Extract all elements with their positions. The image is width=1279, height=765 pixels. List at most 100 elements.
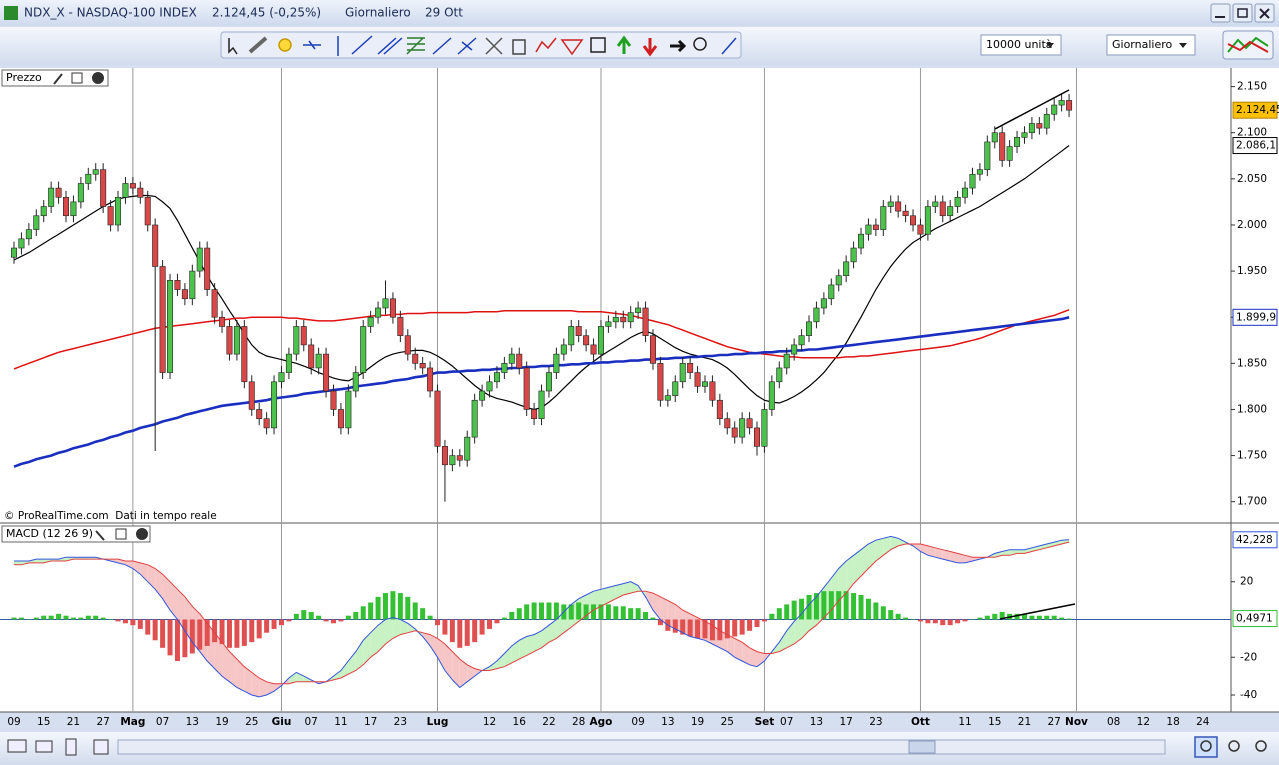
candle-body bbox=[40, 206, 47, 217]
histogram-bar bbox=[152, 619, 158, 641]
macd-fill bbox=[296, 672, 304, 682]
candle-body bbox=[947, 206, 954, 217]
tool-text[interactable] bbox=[590, 37, 606, 53]
chart-area bbox=[0, 68, 1279, 712]
restore-button[interactable] bbox=[1232, 3, 1253, 23]
tool-alert[interactable] bbox=[278, 38, 292, 52]
value-label: 0,4971 bbox=[1236, 613, 1273, 625]
macd-fill bbox=[838, 560, 847, 601]
timeframe-value: Giornaliero bbox=[1112, 38, 1173, 51]
macd-fill bbox=[422, 632, 431, 646]
histogram-bar bbox=[873, 602, 879, 620]
tool-fibonacci[interactable] bbox=[406, 37, 425, 55]
x-tick-label: 13 bbox=[810, 716, 823, 728]
zoom-in[interactable] bbox=[1255, 740, 1267, 752]
minimize-button[interactable] bbox=[1210, 3, 1231, 23]
candle-body bbox=[753, 427, 760, 447]
histogram-bar bbox=[256, 619, 262, 639]
tool-channel[interactable] bbox=[377, 37, 403, 55]
candle-body bbox=[18, 238, 25, 249]
histogram-bar bbox=[435, 619, 441, 626]
candle-body bbox=[479, 390, 486, 401]
tool-pointer[interactable] bbox=[228, 38, 238, 55]
tool-delete-pin[interactable] bbox=[485, 37, 503, 55]
candle-body bbox=[791, 344, 798, 355]
macd-fill bbox=[496, 653, 505, 669]
tool-trash[interactable] bbox=[512, 39, 526, 55]
tool-polyline[interactable] bbox=[535, 37, 557, 53]
plot-data bbox=[11, 93, 1073, 698]
tool-trend[interactable] bbox=[351, 35, 373, 55]
tool-hline[interactable] bbox=[303, 40, 321, 50]
histogram-bar bbox=[1051, 615, 1057, 620]
histogram-bar bbox=[383, 593, 388, 620]
zoom-auto[interactable] bbox=[1194, 736, 1218, 758]
candle-body bbox=[910, 215, 917, 226]
histogram-bar bbox=[687, 619, 693, 637]
tool-exit[interactable] bbox=[670, 39, 687, 53]
macd-fill bbox=[1061, 539, 1070, 544]
histogram-bar bbox=[63, 615, 69, 620]
macd-fill bbox=[348, 651, 356, 675]
candle-body bbox=[768, 381, 775, 410]
candle-body bbox=[397, 316, 404, 336]
close-icon[interactable] bbox=[92, 72, 104, 84]
tool-triangle[interactable] bbox=[560, 39, 584, 56]
candle-body bbox=[969, 173, 976, 189]
histogram-bar bbox=[576, 602, 582, 620]
maximize-icon[interactable] bbox=[71, 72, 83, 84]
histogram-bar bbox=[1044, 615, 1050, 620]
candle-body bbox=[486, 381, 493, 392]
histogram-bar bbox=[969, 619, 975, 620]
x-tick-label: Ott bbox=[911, 716, 930, 728]
tool-buy[interactable] bbox=[616, 35, 632, 54]
histogram-bar bbox=[910, 619, 916, 620]
scrollbar[interactable] bbox=[117, 739, 1166, 755]
tool-zoom[interactable] bbox=[693, 37, 707, 51]
scroll-thumb[interactable] bbox=[908, 740, 936, 754]
x-tick-label: 19 bbox=[691, 716, 704, 728]
macd-fill bbox=[452, 651, 460, 688]
mail-icon[interactable] bbox=[7, 739, 27, 753]
tool-ruler[interactable] bbox=[248, 36, 268, 54]
macd-fill bbox=[392, 617, 401, 639]
x-tick-label: 25 bbox=[721, 716, 734, 728]
macd-fill bbox=[170, 581, 178, 620]
histogram-bar bbox=[591, 604, 597, 620]
y-tick-label: 1.750 bbox=[1237, 450, 1267, 462]
link-icon[interactable] bbox=[65, 738, 77, 756]
histogram-bar bbox=[739, 619, 745, 635]
zoom-out[interactable] bbox=[1228, 740, 1240, 752]
histogram-bar bbox=[925, 619, 931, 624]
macd-fill bbox=[742, 642, 750, 665]
settings-icon[interactable] bbox=[53, 73, 63, 85]
x-tick-label: 09 bbox=[7, 716, 20, 728]
settings-icon[interactable] bbox=[95, 530, 105, 541]
tool-sell[interactable] bbox=[642, 38, 658, 57]
y-tick-label: 1.800 bbox=[1237, 403, 1267, 415]
tool-line-2[interactable] bbox=[432, 37, 452, 55]
macd-fill bbox=[660, 596, 668, 626]
print-icon[interactable] bbox=[35, 740, 53, 753]
candle-body bbox=[233, 326, 240, 355]
histogram-bar bbox=[761, 619, 767, 622]
candle-body bbox=[189, 270, 196, 300]
candle-body bbox=[999, 132, 1006, 161]
macd-fill bbox=[786, 621, 795, 648]
value-label: 1.899,9 bbox=[1236, 311, 1276, 323]
candle-body bbox=[806, 321, 813, 336]
histogram-bar bbox=[888, 610, 894, 620]
timeframe-dropdown[interactable] bbox=[1106, 34, 1196, 56]
maximize-icon[interactable] bbox=[115, 528, 127, 540]
list-icon[interactable] bbox=[93, 739, 109, 755]
x-tick-label: 15 bbox=[37, 716, 50, 728]
histogram-bar bbox=[472, 619, 478, 643]
quantity-dropdown[interactable] bbox=[980, 34, 1062, 56]
tool-line-3[interactable] bbox=[457, 37, 477, 55]
tool-segment[interactable] bbox=[721, 37, 737, 55]
close-icon[interactable] bbox=[136, 528, 148, 540]
x-tick-label: 24 bbox=[1196, 716, 1210, 728]
x-tick-label: Giu bbox=[272, 716, 292, 728]
histogram-bar bbox=[368, 602, 374, 620]
candle-body bbox=[389, 298, 396, 318]
